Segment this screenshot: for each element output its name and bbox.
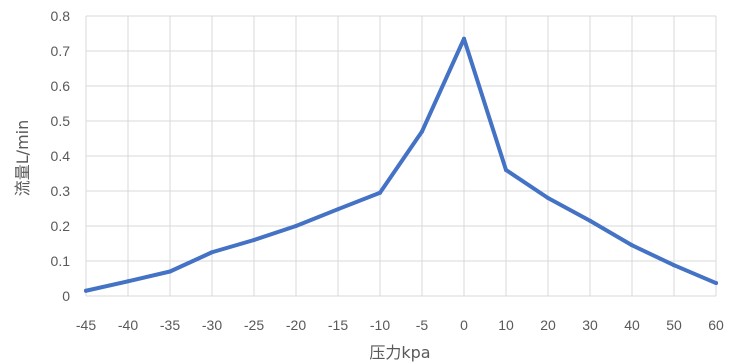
- x-tick-label: -40: [118, 317, 138, 333]
- series-layer: [84, 36, 718, 293]
- data-point: [504, 168, 508, 172]
- x-tick-label: -10: [370, 317, 390, 333]
- x-tick-label: -30: [202, 317, 222, 333]
- data-point: [210, 250, 214, 255]
- y-axis-ticks: 0 0.1 0.2 0.3 0.4 0.5 0.6 0.7 0.8: [51, 8, 71, 304]
- data-point: [630, 243, 634, 248]
- data-point: [714, 281, 718, 286]
- y-tick-label: 0.1: [51, 253, 71, 269]
- series-line: [84, 36, 718, 293]
- y-axis-title: 流量L/min: [13, 120, 32, 196]
- y-tick-label: 0: [62, 288, 70, 304]
- data-point: [84, 288, 88, 293]
- x-tick-label: 0: [460, 317, 468, 333]
- x-tick-label: 60: [708, 317, 724, 333]
- x-tick-label: 40: [624, 317, 640, 333]
- data-point: [462, 36, 466, 41]
- x-tick-label: 20: [540, 317, 556, 333]
- data-point: [588, 218, 592, 223]
- x-tick-label: -15: [328, 317, 348, 333]
- x-tick-label: -5: [416, 317, 429, 333]
- x-tick-label: -25: [244, 317, 264, 333]
- gridlines: [85, 15, 717, 297]
- data-point: [168, 269, 172, 274]
- y-tick-label: 0.6: [51, 78, 71, 94]
- y-tick-label: 0.4: [51, 148, 71, 164]
- data-point: [126, 279, 130, 284]
- y-tick-label: 0.2: [51, 218, 71, 234]
- data-point: [672, 263, 676, 268]
- y-tick-label: 0.5: [51, 113, 71, 129]
- y-tick-label: 0.3: [51, 183, 71, 199]
- x-tick-label: 10: [498, 317, 514, 333]
- data-point: [294, 224, 298, 228]
- data-point: [420, 129, 424, 134]
- y-tick-label: 0.7: [51, 43, 71, 59]
- x-tick-label: -45: [76, 317, 96, 333]
- x-tick-label: 50: [666, 317, 682, 333]
- x-axis-title: 压力kpa: [369, 343, 430, 362]
- data-point: [252, 238, 256, 242]
- x-tick-label: 30: [582, 317, 598, 333]
- x-axis-ticks: -45 -40 -35 -30 -25 -20 -15 -10 -5 0 10 20 30 40 50 60: [76, 317, 724, 333]
- y-tick-label: 0.8: [51, 8, 71, 24]
- data-point: [378, 190, 382, 195]
- x-tick-label: -35: [160, 317, 180, 333]
- data-point: [336, 207, 340, 212]
- x-tick-label: -20: [286, 317, 306, 333]
- data-point: [546, 196, 550, 200]
